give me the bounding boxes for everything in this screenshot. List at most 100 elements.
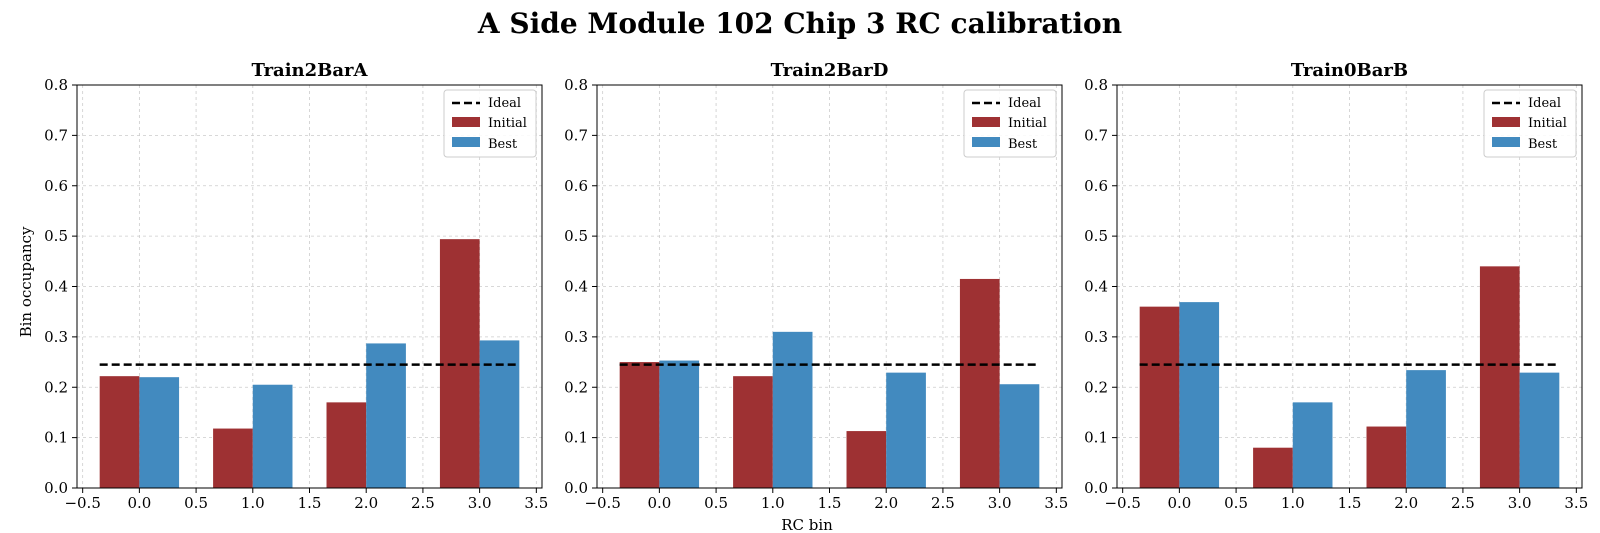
y-tick-label: 0.6 (44, 177, 68, 195)
x-tick-label: 3.5 (524, 494, 548, 512)
legend-best-swatch (1492, 137, 1520, 147)
x-tick-label: 1.0 (761, 494, 785, 512)
y-tick-label: 0.6 (564, 177, 588, 195)
best-bar (1179, 302, 1220, 488)
x-tick-label: 1.5 (1338, 494, 1362, 512)
initial-bar (213, 428, 253, 488)
x-tick-label: 2.0 (354, 494, 378, 512)
x-tick-label: 0.0 (1167, 494, 1191, 512)
y-tick-label: 0.2 (1084, 378, 1108, 396)
x-tick-label: 3.5 (1044, 494, 1068, 512)
y-tick-label: 0.0 (1084, 479, 1108, 497)
y-tick-label: 0.3 (44, 328, 68, 346)
chart-panel: 0.00.10.20.30.40.50.60.70.8−0.5 0.0 0.5 1.0… (564, 60, 1068, 512)
best-bar (1406, 370, 1446, 488)
y-tick-label: 0.4 (44, 278, 68, 296)
x-tick-label: 0.5 (1224, 494, 1248, 512)
legend-best-swatch (972, 137, 1000, 147)
best-bar (366, 343, 406, 488)
legend-ideal-label: Ideal (488, 96, 521, 111)
initial-bar (1479, 266, 1520, 488)
best-bar (772, 331, 813, 488)
best-bar (659, 360, 700, 488)
y-tick-label: 0.2 (44, 378, 68, 396)
legend-best-label: Best (1528, 137, 1558, 152)
chart-panel: 0.00.10.20.30.40.50.60.70.8−0.5 0.0 0.5 1.0… (1084, 60, 1588, 512)
x-tick-label: 3.0 (988, 494, 1012, 512)
legend-initial-swatch (452, 117, 480, 127)
legend-initial-swatch (1492, 117, 1520, 127)
x-tick-label: 1.5 (818, 494, 842, 512)
x-tick-label: 0.5 (184, 494, 208, 512)
x-tick-label: 3.0 (468, 494, 492, 512)
legend-initial-label: Initial (1008, 116, 1047, 131)
x-tick-label: 1.0 (241, 494, 265, 512)
panel-title: Train0BarB (1291, 60, 1408, 81)
best-bar (139, 377, 180, 488)
y-tick-label: 0.0 (44, 479, 68, 497)
best-bar (252, 384, 293, 488)
initial-bar (1366, 426, 1407, 488)
chart-panel: 0.00.10.20.30.40.50.60.70.8−0.5 0.0 0.5 1.0… (44, 60, 548, 512)
x-tick-label: 2.5 (931, 494, 955, 512)
y-tick-label: 0.1 (44, 429, 68, 447)
y-tick-label: 0.3 (1084, 328, 1108, 346)
best-bar (1519, 372, 1560, 488)
y-tick-label: 0.5 (1084, 227, 1108, 245)
initial-bar (846, 431, 887, 488)
legend-ideal-label: Ideal (1528, 96, 1561, 111)
y-tick-label: 0.0 (564, 479, 588, 497)
y-tick-label: 0.7 (564, 126, 588, 144)
figure-xlabel: RC bin (781, 516, 833, 533)
initial-bar (99, 376, 140, 488)
y-tick-label: 0.5 (564, 227, 588, 245)
x-tick-label: 2.5 (411, 494, 435, 512)
best-bar (1292, 402, 1333, 488)
initial-bar (733, 376, 773, 488)
x-tick-label: 2.0 (874, 494, 898, 512)
best-bar (479, 340, 520, 488)
panel-title: Train2BarA (251, 60, 368, 81)
y-tick-label: 0.4 (564, 278, 588, 296)
x-tick-label: 1.5 (298, 494, 322, 512)
x-tick-label: 3.0 (1508, 494, 1532, 512)
legend-best-swatch (452, 137, 480, 147)
x-tick-label: 3.5 (1564, 494, 1588, 512)
x-tick-label: −0.5 (64, 494, 100, 512)
x-tick-label: −0.5 (584, 494, 620, 512)
initial-bar (619, 362, 660, 488)
x-tick-label: 2.5 (1451, 494, 1475, 512)
initial-bar (959, 278, 1000, 488)
legend-initial-label: Initial (1528, 116, 1567, 131)
y-tick-label: 0.2 (564, 378, 588, 396)
legend-ideal-label: Ideal (1008, 96, 1041, 111)
x-tick-label: 0.5 (704, 494, 728, 512)
y-tick-label: 0.8 (1084, 76, 1108, 94)
y-tick-label: 0.8 (564, 76, 588, 94)
y-tick-label: 0.8 (44, 76, 68, 94)
panel-title: Train2BarD (771, 60, 889, 81)
y-tick-label: 0.6 (1084, 177, 1108, 195)
x-tick-label: 2.0 (1394, 494, 1418, 512)
best-bar (886, 372, 926, 488)
y-tick-label: 0.1 (1084, 429, 1108, 447)
figure-title: A Side Module 102 Chip 3 RC calibration (477, 7, 1122, 40)
x-tick-label: 1.0 (1281, 494, 1305, 512)
initial-bar (326, 402, 367, 488)
y-tick-label: 0.4 (1084, 278, 1108, 296)
chart-panels: 0.00.10.20.30.40.50.60.70.8−0.5 0.0 0.5 1.0… (44, 60, 1588, 512)
legend-best-label: Best (1008, 137, 1038, 152)
legend-initial-label: Initial (488, 116, 527, 131)
y-tick-label: 0.7 (1084, 126, 1108, 144)
x-tick-label: 0.0 (127, 494, 151, 512)
initial-bar (1253, 447, 1293, 488)
figure-ylabel: Bin occupancy (17, 226, 35, 337)
best-bar (999, 384, 1040, 488)
legend-initial-swatch (972, 117, 1000, 127)
y-tick-label: 0.7 (44, 126, 68, 144)
x-tick-label: 0.0 (647, 494, 671, 512)
x-tick-label: −0.5 (1104, 494, 1140, 512)
y-tick-label: 0.3 (564, 328, 588, 346)
y-tick-label: 0.5 (44, 227, 68, 245)
